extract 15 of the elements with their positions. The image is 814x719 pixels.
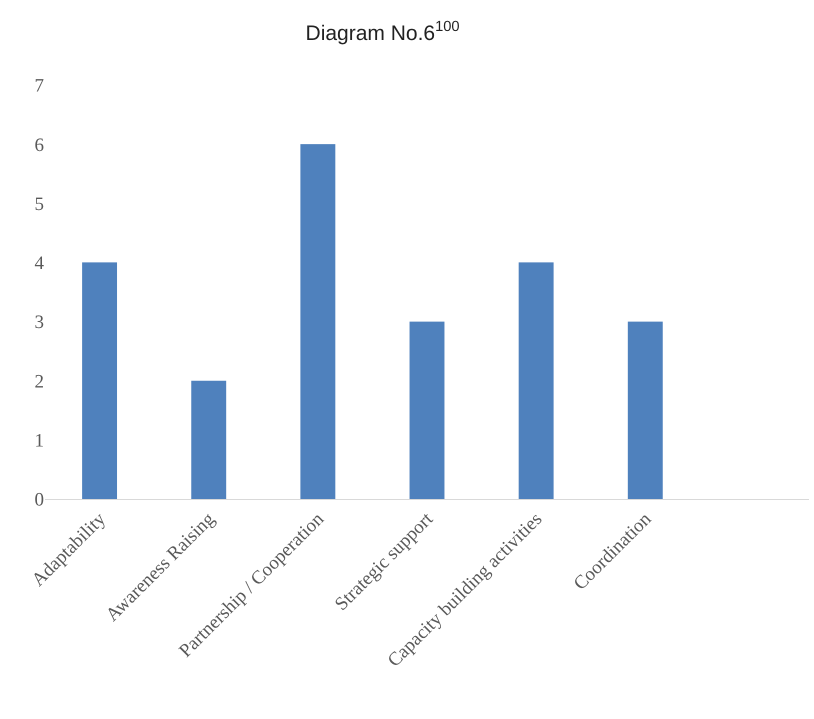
y-tick-label: 7 bbox=[34, 76, 44, 97]
y-tick-label: 0 bbox=[34, 490, 44, 511]
bar bbox=[300, 144, 336, 499]
y-tick-label: 2 bbox=[34, 371, 44, 392]
y-tick-label: 3 bbox=[34, 312, 44, 334]
bar bbox=[410, 322, 444, 499]
bar bbox=[191, 380, 226, 499]
bar bbox=[82, 262, 118, 499]
bar bbox=[518, 262, 554, 499]
chart-title: Diagram No.6$^{100}$ bbox=[306, 19, 460, 45]
y-tick-label: 1 bbox=[34, 430, 44, 452]
bar bbox=[628, 322, 663, 499]
y-tick-label: 5 bbox=[34, 194, 44, 215]
y-tick-label: 4 bbox=[34, 253, 44, 274]
y-tick-label: 6 bbox=[34, 134, 44, 156]
